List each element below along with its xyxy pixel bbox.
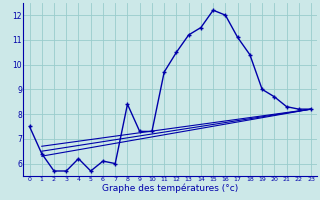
- X-axis label: Graphe des températures (°c): Graphe des températures (°c): [102, 184, 238, 193]
